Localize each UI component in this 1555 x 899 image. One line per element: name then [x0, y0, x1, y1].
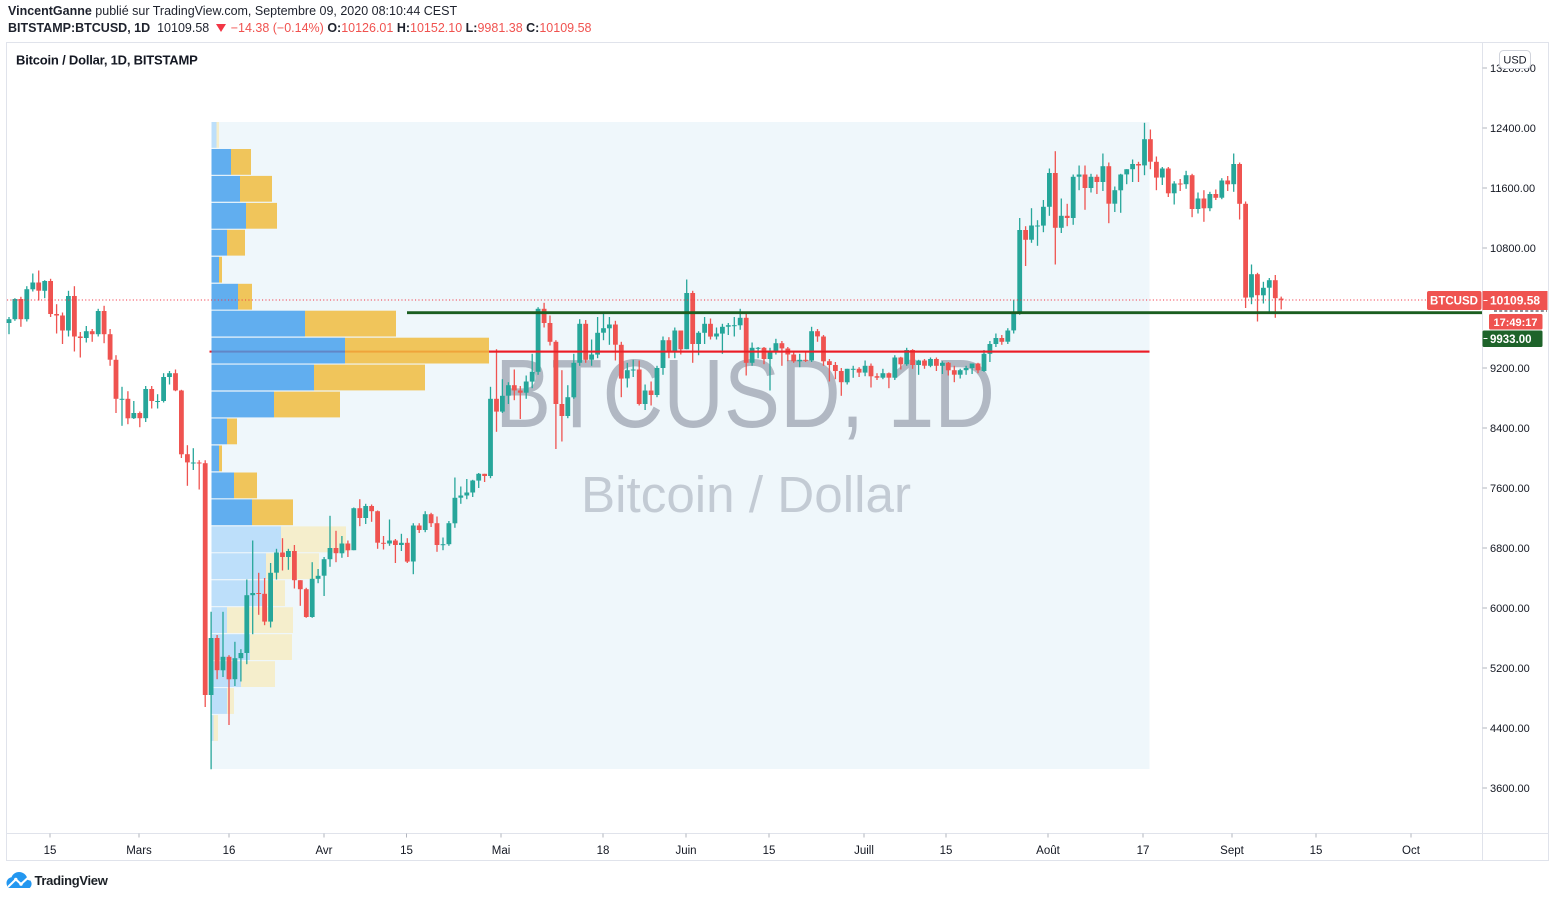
- svg-text:17:49:17: 17:49:17: [1493, 317, 1537, 329]
- svg-text:Avr: Avr: [315, 845, 332, 857]
- svg-text:15: 15: [940, 845, 953, 857]
- svg-text:15: 15: [1310, 845, 1323, 857]
- svg-text:Sept: Sept: [1220, 845, 1244, 857]
- svg-text:8400.00: 8400.00: [1490, 423, 1530, 435]
- svg-text:12400.00: 12400.00: [1490, 123, 1536, 135]
- svg-text:Oct: Oct: [1402, 845, 1421, 857]
- svg-text:10109.58: 10109.58: [1490, 294, 1540, 308]
- svg-text:TradingView: TradingView: [35, 873, 109, 888]
- svg-text:18: 18: [597, 845, 610, 857]
- svg-text:Bitcoin / Dollar: Bitcoin / Dollar: [581, 466, 911, 523]
- svg-text:Mars: Mars: [126, 845, 152, 857]
- svg-text:15: 15: [44, 845, 57, 857]
- svg-text:Mai: Mai: [492, 845, 511, 857]
- svg-text:Août: Août: [1036, 845, 1060, 857]
- svg-text:BTCUSD: BTCUSD: [1430, 296, 1478, 308]
- svg-text:15: 15: [763, 845, 776, 857]
- svg-text:15: 15: [400, 845, 413, 857]
- svg-text:9933.00: 9933.00: [1490, 334, 1532, 346]
- svg-text:10800.00: 10800.00: [1490, 243, 1536, 255]
- svg-text:16: 16: [223, 845, 236, 857]
- svg-text:Juill: Juill: [854, 845, 874, 857]
- svg-text:4400.00: 4400.00: [1490, 723, 1530, 735]
- svg-text:17: 17: [1137, 845, 1150, 857]
- svg-text:Bitcoin / Dollar, 1D, BITSTAMP: Bitcoin / Dollar, 1D, BITSTAMP: [16, 53, 198, 68]
- svg-text:Juin: Juin: [675, 845, 696, 857]
- svg-text:9200.00: 9200.00: [1490, 363, 1530, 375]
- svg-text:7600.00: 7600.00: [1490, 483, 1530, 495]
- svg-text:11600.00: 11600.00: [1490, 183, 1535, 195]
- svg-text:5200.00: 5200.00: [1490, 663, 1530, 675]
- svg-text:6000.00: 6000.00: [1490, 603, 1530, 615]
- svg-text:6800.00: 6800.00: [1490, 543, 1530, 555]
- svg-text:3600.00: 3600.00: [1490, 783, 1530, 795]
- svg-text:USD: USD: [1503, 55, 1526, 67]
